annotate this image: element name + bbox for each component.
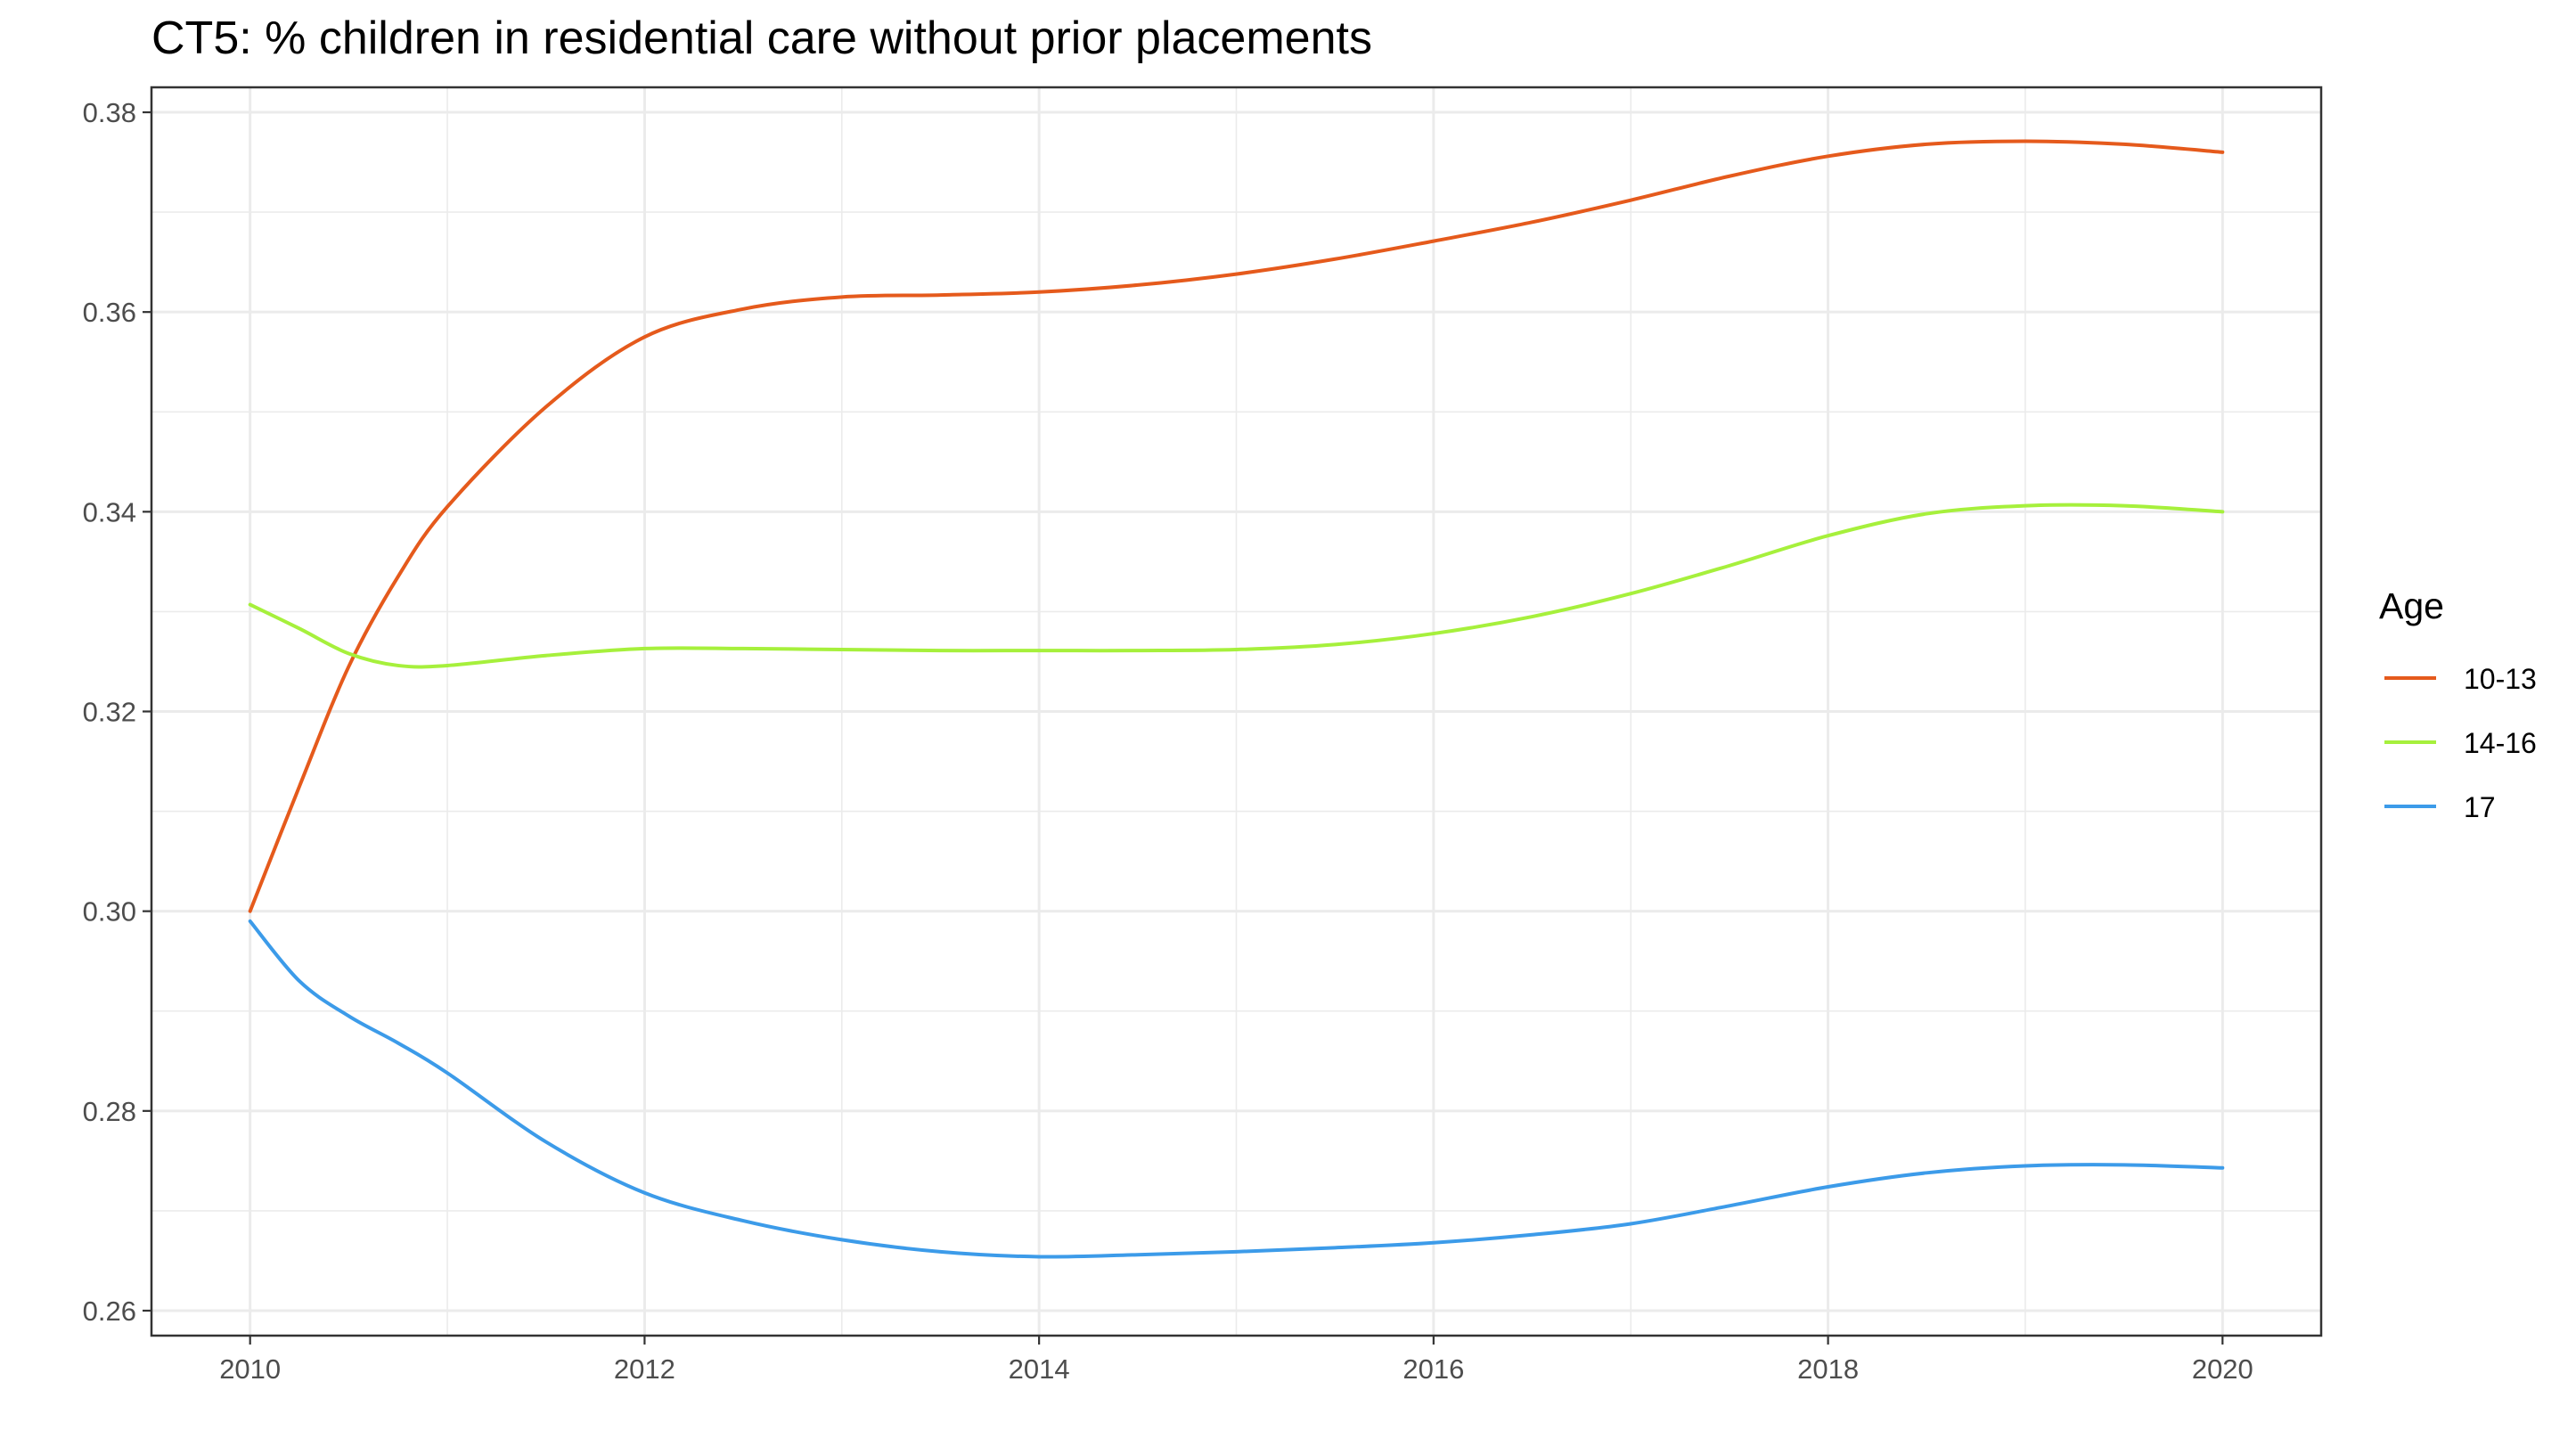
legend-items: 10-13 14-16 17 bbox=[2384, 663, 2537, 823]
y-tick-label: 0.30 bbox=[83, 896, 136, 928]
series-line-10-13 bbox=[248, 139, 2225, 913]
chart-title: CT5: % children in residential care with… bbox=[151, 12, 1372, 64]
y-tick-label: 0.38 bbox=[83, 97, 136, 128]
x-tick-label: 2014 bbox=[1009, 1353, 1070, 1385]
x-tick-label: 2012 bbox=[614, 1353, 675, 1385]
legend-label-17: 17 bbox=[2464, 791, 2496, 823]
x-tick-label: 2018 bbox=[1797, 1353, 1859, 1385]
x-tick-label: 2016 bbox=[1402, 1353, 1464, 1385]
x-tick-label: 2010 bbox=[219, 1353, 281, 1385]
y-tick-label: 0.36 bbox=[83, 297, 136, 328]
y-tick-label: 0.32 bbox=[83, 697, 136, 728]
legend-label-14-16: 14-16 bbox=[2464, 727, 2537, 759]
legend-title: Age bbox=[2379, 585, 2444, 626]
axes: 0.26 0.28 0.30 0.32 0.34 0.36 0.38 2010 2012 2014… bbox=[83, 97, 2253, 1385]
legend: Age 10-13 14-16 17 bbox=[2379, 585, 2537, 823]
legend-label-10-13: 10-13 bbox=[2464, 663, 2537, 695]
series-lines bbox=[248, 139, 2225, 1259]
y-tick-label: 0.28 bbox=[83, 1096, 136, 1127]
series-line-14-16 bbox=[248, 503, 2225, 669]
y-tick-label: 0.26 bbox=[83, 1296, 136, 1327]
grid-lines bbox=[151, 87, 2321, 1336]
x-tick-label: 2020 bbox=[2192, 1353, 2253, 1385]
series-line-17 bbox=[248, 919, 2225, 1259]
y-tick-label: 0.34 bbox=[83, 496, 136, 527]
